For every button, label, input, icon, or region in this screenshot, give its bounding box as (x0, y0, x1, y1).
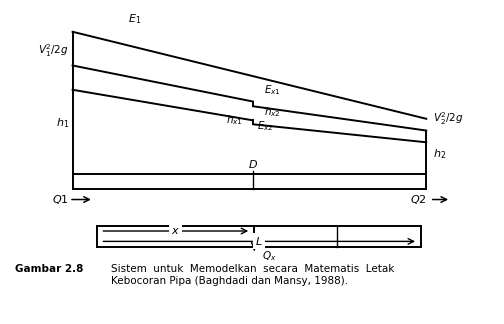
Text: $V_2^2/2g$: $V_2^2/2g$ (433, 110, 464, 127)
Text: $V_1^2/2g$: $V_1^2/2g$ (38, 42, 69, 59)
Text: $E_1$: $E_1$ (128, 12, 141, 26)
Text: $Q2$: $Q2$ (410, 193, 426, 206)
Text: $E_{x1}$: $E_{x1}$ (264, 83, 280, 97)
Text: $h_{x1}$: $h_{x1}$ (225, 113, 242, 127)
Text: $Q1$: $Q1$ (52, 193, 69, 206)
Text: $h_{x2}$: $h_{x2}$ (264, 106, 280, 120)
Text: $h_2$: $h_2$ (433, 147, 447, 161)
Text: Sistem  untuk  Memodelkan  secara  Matematis  Letak
Kebocoran Pipa (Baghdadi dan: Sistem untuk Memodelkan secara Matematis… (111, 264, 394, 286)
Text: Gambar 2.8: Gambar 2.8 (15, 264, 84, 274)
Text: $h_1$: $h_1$ (56, 116, 69, 130)
Text: $x$: $x$ (171, 226, 180, 236)
Text: $L$: $L$ (256, 235, 263, 248)
Text: $E_{x2}$: $E_{x2}$ (257, 120, 273, 133)
Text: $Q_x$: $Q_x$ (263, 249, 277, 263)
Text: $D$: $D$ (248, 158, 258, 170)
